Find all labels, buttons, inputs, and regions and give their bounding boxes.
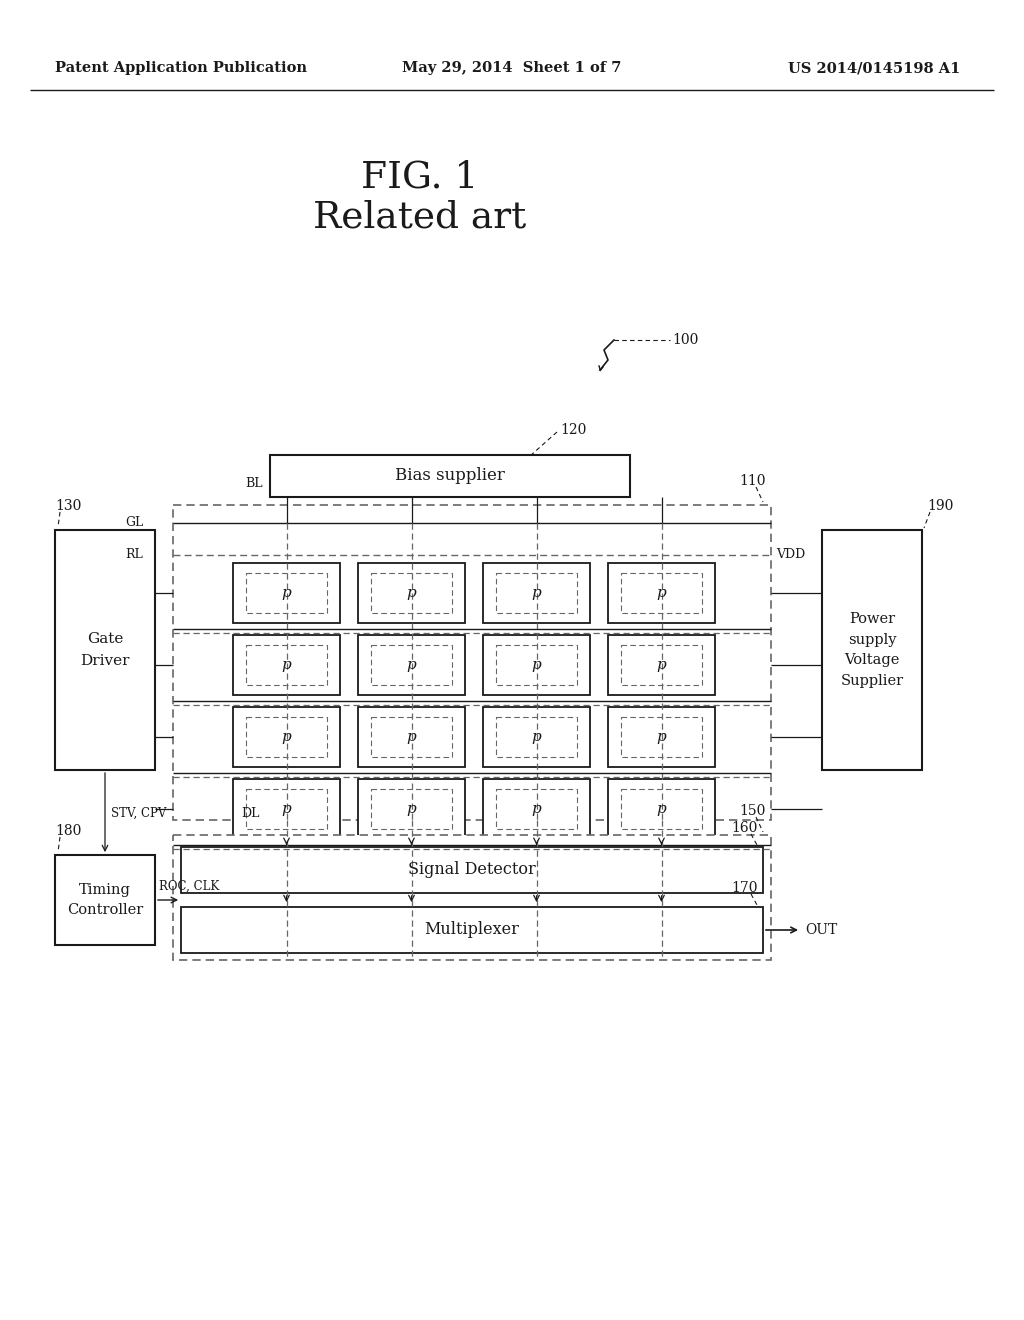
Text: May 29, 2014  Sheet 1 of 7: May 29, 2014 Sheet 1 of 7 [402,61,622,75]
Text: p: p [656,657,667,672]
Text: Multiplexer: Multiplexer [425,921,519,939]
Text: p: p [531,657,542,672]
Text: p: p [531,803,542,816]
Text: Gate
Driver: Gate Driver [80,631,130,668]
Text: DL: DL [241,807,259,820]
Text: FIG. 1: FIG. 1 [361,160,478,195]
Bar [246,789,327,829]
Bar [621,573,702,612]
Text: ROC, CLK: ROC, CLK [159,880,219,894]
Bar [233,635,340,696]
Text: p: p [407,586,417,601]
Text: p: p [282,586,292,601]
Text: p: p [282,730,292,744]
Text: 160: 160 [731,821,758,836]
Text: 100: 100 [672,333,698,347]
Text: 110: 110 [739,474,766,488]
Bar [371,717,452,756]
Text: p: p [656,730,667,744]
Bar [181,847,763,894]
Text: VDD: VDD [776,549,805,561]
Bar [233,564,340,623]
Text: p: p [407,657,417,672]
Text: US 2014/0145198 A1: US 2014/0145198 A1 [787,61,961,75]
Text: 150: 150 [739,804,766,818]
Text: Power
supply
Voltage
Supplier: Power supply Voltage Supplier [841,612,903,688]
Bar [608,708,715,767]
Bar [496,573,577,612]
Text: Bias supplier: Bias supplier [395,467,505,484]
Text: 180: 180 [55,824,81,838]
Bar [483,564,590,623]
Text: Related art: Related art [313,201,526,236]
Bar [496,789,577,829]
Bar [246,645,327,685]
Text: BL: BL [245,477,262,490]
Text: p: p [407,803,417,816]
Text: p: p [282,803,292,816]
Bar [483,635,590,696]
Bar [358,708,465,767]
Text: Patent Application Publication: Patent Application Publication [55,61,307,75]
Bar [371,789,452,829]
Bar [496,645,577,685]
Bar [621,789,702,829]
Bar [608,564,715,623]
Text: Signal Detector: Signal Detector [409,862,536,879]
Bar [483,779,590,840]
Text: p: p [407,730,417,744]
Bar [181,907,763,953]
Bar [173,506,771,820]
Bar [358,779,465,840]
Bar [822,531,922,770]
Bar [233,779,340,840]
Bar [621,717,702,756]
Bar [371,573,452,612]
Text: OUT: OUT [805,923,838,937]
Bar [270,455,630,498]
Bar [483,708,590,767]
Bar [371,645,452,685]
Text: 190: 190 [927,499,953,513]
Text: RL: RL [125,549,143,561]
Text: 120: 120 [560,422,587,437]
Text: p: p [282,657,292,672]
Text: p: p [531,730,542,744]
Text: STV, CPV: STV, CPV [111,807,166,820]
Bar [55,855,155,945]
Bar [246,717,327,756]
Bar [608,635,715,696]
Text: p: p [531,586,542,601]
Bar [233,708,340,767]
Bar [246,573,327,612]
Bar [55,531,155,770]
Text: 130: 130 [55,499,81,513]
Bar [358,635,465,696]
Bar [496,717,577,756]
Text: GL: GL [125,516,143,529]
Text: p: p [656,586,667,601]
Bar [173,836,771,960]
Text: p: p [656,803,667,816]
Bar [608,779,715,840]
Bar [621,645,702,685]
Text: Timing
Controller: Timing Controller [67,883,143,917]
Text: 170: 170 [731,880,758,895]
Bar [358,564,465,623]
